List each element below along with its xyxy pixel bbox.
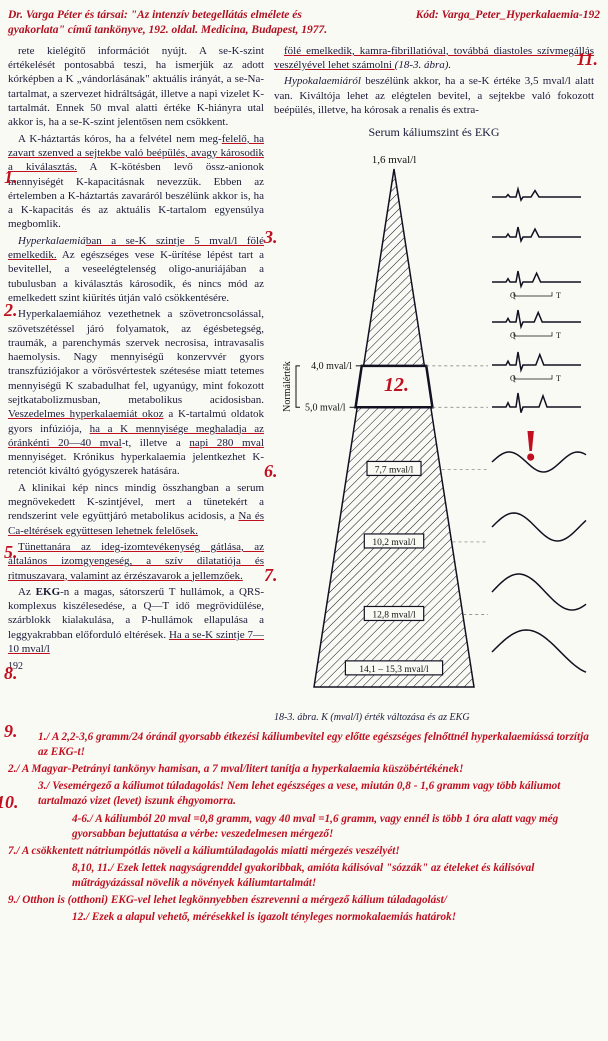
lc-p6: Tünettanára az ideg-izomtevékenység gátl… <box>8 540 264 583</box>
lc-p4b: Veszedelmes hyperkalaemiát okoz <box>8 408 164 420</box>
svg-text:7,7 mval/l: 7,7 mval/l <box>375 465 414 475</box>
lc-p3a: Hyperkalaemiá <box>18 235 86 247</box>
lc-p2a: A K-háztartás kóros, ha a felvétel nem m… <box>18 133 222 145</box>
svg-text:T: T <box>556 331 561 340</box>
svg-text:10,2 mval/l: 10,2 mval/l <box>372 538 416 548</box>
svg-text:14,1 – 15,3 mval/l: 14,1 – 15,3 mval/l <box>359 665 429 675</box>
marker-11: 11. <box>576 48 598 71</box>
svg-text:Q: Q <box>510 291 516 300</box>
lc-p4a: Hyperkalaemiához vezethetnek a szövetron… <box>8 308 264 406</box>
note-9: 9./ Otthon is (otthoni) EKG-vel lehet le… <box>8 893 600 908</box>
lc-p2: A K-háztartás kóros, ha a felvétel nem m… <box>8 132 264 232</box>
svg-text:T: T <box>556 374 561 383</box>
lc-p5: A klinikai kép nincs mindig összhangban … <box>8 481 264 538</box>
tower-diagram: 1,6 mval/l 4,0 mval/l 5,0 mval/l Normálérté… <box>274 147 594 707</box>
note-12: 12./ Ezek a alapul vehető, mérésekkel is… <box>8 910 600 925</box>
note-1: 1./ A 2,2-3,6 gramm/24 óránál gyorsabb é… <box>8 730 600 760</box>
marker-10: 10. <box>0 791 19 814</box>
svg-text:Q: Q <box>510 374 516 383</box>
marker-9: 9. <box>4 720 18 743</box>
note-7: 7./ A csökkentett nátriumpótlás növeli a… <box>8 844 600 859</box>
svg-text:5,0 mval/l: 5,0 mval/l <box>305 402 346 413</box>
figure-title: Serum káliumszint és EKG <box>274 125 594 141</box>
lc-p7: Az EKG-n a magas, sátorszerű T hullámok,… <box>8 585 264 656</box>
main-columns: 1. 2. 5. 8. 9. 10. rete kielégítő inform… <box>8 44 600 724</box>
svg-text:T: T <box>556 291 561 300</box>
header-citation: Dr. Varga Péter és társai: "Az intenzív … <box>8 8 348 38</box>
svg-text:Q: Q <box>510 331 516 340</box>
figure-wrap: 12. ! 1,6 mval/l 4,0 mval/l 5,0 mval/l Norm… <box>274 147 594 707</box>
lc-p4f: napi 280 mval <box>189 437 264 449</box>
marker-1: 1. <box>4 166 18 189</box>
lc-p7b: EKG <box>36 586 60 598</box>
rc-p2a: Hypokalaemiáról <box>284 75 361 87</box>
marker-12: 12. <box>384 372 409 398</box>
lc-p4g: mennyiséget. Krónikus hyperkalaemia jele… <box>8 451 264 477</box>
fc-a: 18-3. ábra. <box>274 712 319 723</box>
header-code: Kód: Varga_Peter_Hyperkalaemia-192 <box>416 8 600 38</box>
lc-p1: rete kielégítő információt nyújt. A se-K… <box>8 44 264 130</box>
lc-p7a: Az <box>18 586 36 598</box>
header: Dr. Varga Péter és társai: "Az intenzív … <box>8 8 600 38</box>
lc-p5a: A klinikai kép nincs mindig összhangban … <box>8 482 264 523</box>
lc-p3: Hyperkalaemiában a se-K szintje 5 mval/l… <box>8 234 264 305</box>
page-number: 192 <box>8 660 264 673</box>
red-notes: 1./ A 2,2-3,6 gramm/24 óránál gyorsabb é… <box>8 730 600 925</box>
note-3: 3./ Vesemérgező a káliumot túladagolás! … <box>8 779 600 809</box>
marker-5: 5. <box>4 541 18 564</box>
note-4: 4-6./ A káliumból 20 mval =0,8 gramm, va… <box>8 812 600 842</box>
rc-p1: fölé emelkedik, kamra-fibrillatióval, to… <box>274 44 594 73</box>
rc-p1b: (18-3. ábra). <box>395 59 452 71</box>
lc-p6a: Tünettanára az ideg-izomtevékenység gátl… <box>8 541 264 582</box>
lc-p4e: -t, illetve a <box>122 437 190 449</box>
svg-text:1,6 mval/l: 1,6 mval/l <box>372 154 417 166</box>
note-8: 8,10, 11./ Ezek lettek nagyságrenddel gy… <box>8 861 600 891</box>
marker-8: 8. <box>4 662 18 685</box>
right-column: 11. 3. 6. 7. fölé emelkedik, kamra-fibri… <box>274 44 594 724</box>
svg-text:Normálérték: Normálérték <box>282 361 293 412</box>
fc-b: K (mval/l) érték változása és az EKG <box>319 712 470 723</box>
note-2: 2./ A Magyar-Petrányi tankönyv hamisan, … <box>8 762 600 777</box>
rc-p2: Hypokalaemiáról beszélünk akkor, ha a se… <box>274 74 594 117</box>
svg-text:12,8 mval/l: 12,8 mval/l <box>372 610 416 620</box>
marker-2: 2. <box>4 299 18 322</box>
exclaim-icon: ! <box>523 417 538 474</box>
svg-text:4,0 mval/l: 4,0 mval/l <box>311 361 352 372</box>
figure-caption: 18-3. ábra. K (mval/l) érték változása é… <box>274 711 594 724</box>
left-column: 1. 2. 5. 8. 9. 10. rete kielégítő inform… <box>8 44 264 724</box>
lc-p4: Hyperkalaemiához vezethetnek a szövetron… <box>8 307 264 479</box>
